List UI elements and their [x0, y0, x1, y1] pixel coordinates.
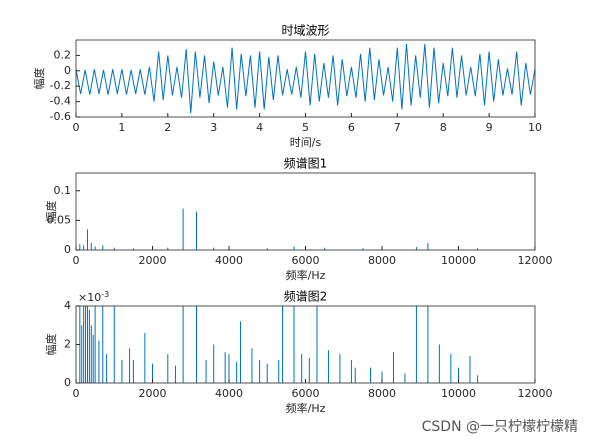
- x-tick-label: 8000: [368, 254, 396, 267]
- y-tick-label: 0: [64, 64, 71, 77]
- x-axis-label: 时间/s: [290, 136, 322, 149]
- y-tick-label: 0: [64, 376, 71, 389]
- axes-background: [76, 173, 535, 250]
- y-tick-label: 0.1: [54, 184, 72, 197]
- y-tick-label: 0.05: [47, 213, 72, 226]
- x-tick-label: 2000: [139, 254, 167, 267]
- x-tick-label: 8000: [368, 387, 396, 400]
- x-tick-label: 10000: [441, 254, 476, 267]
- x-tick-label: 0: [73, 254, 80, 267]
- y-axis-label: 幅度: [44, 201, 58, 223]
- watermark: CSDN @一只柠檬柠檬精: [422, 419, 578, 435]
- x-tick-label: 12000: [518, 254, 553, 267]
- waveform: [75, 43, 536, 114]
- x-axis-label: 频率/Hz: [286, 401, 326, 415]
- chart-title: 频谱图2: [284, 290, 328, 304]
- x-tick-label: 8: [440, 121, 447, 134]
- y-tick-label: -0.4: [50, 95, 71, 108]
- exponent-power: -3: [101, 290, 109, 299]
- x-tick-label: 4: [256, 121, 263, 134]
- y-tick-label: 0.2: [54, 48, 72, 61]
- x-tick-label: 0: [73, 387, 80, 400]
- chart-title: 频谱图1: [284, 157, 328, 171]
- x-tick-label: 6: [348, 121, 355, 134]
- x-tick-label: 0: [73, 121, 80, 134]
- x-tick-label: 2: [164, 121, 171, 134]
- x-tick-label: 9: [486, 121, 493, 134]
- exponent-base: ×10: [78, 291, 101, 304]
- x-tick-label: 6000: [292, 254, 320, 267]
- x-axis-label: 频率/Hz: [286, 268, 326, 282]
- chart-title: 时域波形: [281, 24, 329, 38]
- y-tick-label: 0: [64, 243, 71, 256]
- y-tick-label: -0.2: [50, 79, 71, 92]
- x-tick-label: 5: [302, 121, 309, 134]
- y-tick-label: 2: [64, 338, 71, 351]
- y-tick-label: -0.6: [50, 110, 71, 123]
- y-tick-label: 4: [64, 299, 71, 312]
- x-tick-label: 1: [118, 121, 125, 134]
- x-tick-label: 10: [528, 121, 542, 134]
- y-axis-label: 幅度: [44, 334, 58, 356]
- x-tick-label: 4000: [215, 254, 243, 267]
- x-tick-label: 3: [210, 121, 217, 134]
- x-tick-label: 7: [394, 121, 401, 134]
- x-tick-label: 2000: [139, 387, 167, 400]
- x-tick-label: 10000: [441, 387, 476, 400]
- y-exponent: ×10-3: [78, 290, 109, 305]
- x-tick-label: 6000: [292, 387, 320, 400]
- y-axis-label: 幅度: [32, 68, 46, 90]
- x-tick-label: 12000: [518, 387, 553, 400]
- x-tick-label: 4000: [215, 387, 243, 400]
